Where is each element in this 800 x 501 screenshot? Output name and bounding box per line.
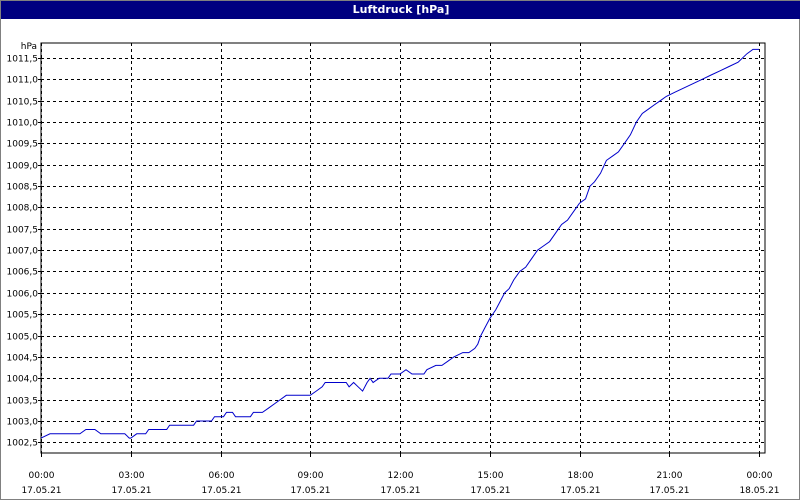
x-tick-label-time: 06:00 — [209, 471, 235, 481]
y-tick-label: 1006,5 — [7, 268, 39, 278]
y-tick-label: 1010,5 — [7, 98, 39, 108]
x-tick-label-date: 17.05.21 — [649, 486, 689, 496]
y-tick-label: 1004,0 — [7, 375, 39, 385]
x-tick-label-time: 00:00 — [29, 471, 55, 481]
x-tick-label-date: 18.05.21 — [739, 486, 779, 496]
grid — [41, 43, 765, 453]
x-tick-label-date: 17.05.21 — [470, 486, 510, 496]
x-tick-label-time: 18:00 — [568, 471, 594, 481]
y-tick-label: 1010,0 — [7, 119, 39, 129]
x-tick-label-date: 17.05.21 — [21, 486, 61, 496]
y-tick-label: 1002,5 — [7, 439, 39, 449]
x-tick-label-date: 17.05.21 — [111, 486, 151, 496]
plot-area-border — [40, 42, 766, 454]
y-tick-label: 1005,0 — [7, 333, 39, 343]
y-tick-label: 1004,5 — [7, 354, 39, 364]
y-tick-label: 1009,0 — [7, 162, 39, 172]
y-axis: 1002,5 1003,0 1003,5 1004,0 1004,5 1005,0 1005… — [7, 55, 41, 449]
y-tick-label: 1007,5 — [7, 226, 39, 236]
x-tick-label-time: 21:00 — [657, 471, 683, 481]
y-tick-label: 1011,5 — [7, 55, 39, 65]
y-axis-label: hPa — [21, 42, 37, 52]
y-tick-label: 1009,5 — [7, 140, 39, 150]
y-tick-label: 1007,0 — [7, 247, 39, 257]
x-axis: 00:00 17.05.21 03:00 17.05.21 06:00 17.05.21 0… — [21, 453, 780, 496]
y-tick-label: 1008,5 — [7, 183, 39, 193]
x-tick-label-date: 17.05.21 — [380, 486, 420, 496]
y-tick-label: 1011,0 — [7, 76, 39, 86]
y-tick-label: 1005,5 — [7, 311, 39, 321]
x-tick-label-time: 09:00 — [298, 471, 324, 481]
x-tick-label-date: 17.05.21 — [560, 486, 600, 496]
y-tick-label: 1003,0 — [7, 418, 39, 428]
x-tick-label-time: 03:00 — [119, 471, 145, 481]
x-tick-label-time: 15:00 — [478, 471, 504, 481]
series-line-luftdruck — [40, 48, 759, 439]
x-tick-label-time: 12:00 — [388, 471, 414, 481]
y-tick-label: 1008,0 — [7, 204, 39, 214]
x-tick-label-date: 17.05.21 — [201, 486, 241, 496]
x-tick-label-time: 00:00 — [747, 471, 773, 481]
y-tick-label: 1006,0 — [7, 290, 39, 300]
y-tick-label: 1003,5 — [7, 397, 39, 407]
chart-title: Luftdruck [hPa] — [1, 1, 800, 19]
x-tick-label-date: 17.05.21 — [290, 486, 330, 496]
